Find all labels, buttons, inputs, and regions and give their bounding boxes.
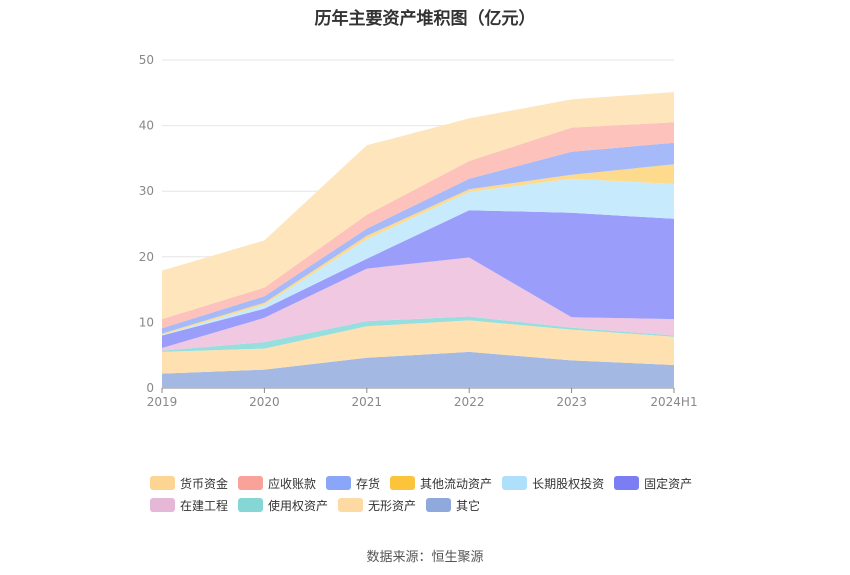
x-tick-label: 2020	[249, 395, 280, 409]
y-tick-label: 50	[139, 53, 154, 67]
x-tick-label: 2019	[147, 395, 178, 409]
legend-item[interactable]: 货币资金	[150, 472, 228, 494]
y-tick-label: 30	[139, 184, 154, 198]
legend-label: 固定资产	[644, 476, 693, 491]
area-使用权资产	[162, 316, 674, 352]
legend-label: 使用权资产	[268, 498, 329, 513]
area-在建工程	[162, 257, 674, 351]
y-tick-label: 20	[139, 250, 154, 264]
x-tick-label: 2023	[556, 395, 587, 409]
legend-swatch	[390, 476, 416, 490]
area-其它	[162, 351, 674, 388]
legend-label: 其他流动资产	[420, 476, 493, 491]
legend: 货币资金 应收账款 存货 其他流动资产 长期股权投资 固定资产在建工程 使用权资产 无形资产 其…	[150, 472, 750, 516]
legend-label: 在建工程	[180, 498, 229, 513]
legend-label: 货币资金	[180, 476, 229, 491]
legend-item[interactable]: 在建工程	[150, 494, 228, 516]
legend-label: 无形资产	[368, 498, 417, 513]
legend-swatch	[150, 498, 175, 512]
y-tick-label: 0	[146, 381, 154, 395]
area-应收账款	[162, 122, 674, 329]
legend-label: 其它	[456, 498, 481, 513]
y-tick-label: 40	[139, 119, 154, 133]
legend-item[interactable]: 其它	[426, 494, 480, 516]
legend-swatch	[338, 498, 364, 512]
area-货币资金	[162, 92, 674, 320]
area-无形资产	[162, 320, 674, 374]
legend-swatch	[326, 476, 352, 490]
legend-swatch	[502, 476, 528, 490]
legend-swatch	[150, 476, 175, 490]
y-tick-label: 10	[139, 315, 154, 329]
legend-label: 长期股权投资	[532, 476, 605, 491]
area-固定资产	[162, 210, 674, 348]
legend-label: 应收账款	[268, 476, 317, 491]
legend-swatch	[426, 498, 452, 512]
legend-item[interactable]: 存货	[326, 472, 380, 494]
data-source: 数据来源：恒生聚源	[366, 550, 484, 565]
legend-swatch	[238, 498, 264, 512]
legend-item[interactable]: 固定资产	[614, 472, 692, 494]
chart-title: 历年主要资产堆积图（亿元）	[314, 9, 536, 29]
legend-item[interactable]: 应收账款	[238, 472, 316, 494]
x-tick-label: 2024H1	[650, 395, 697, 409]
legend-swatch	[238, 476, 264, 490]
legend-item[interactable]: 长期股权投资	[502, 472, 604, 494]
legend-item[interactable]: 其他流动资产	[390, 472, 492, 494]
area-存货	[162, 142, 674, 334]
legend-label: 存货	[356, 476, 381, 491]
area-长期股权投资	[162, 178, 674, 336]
x-tick-label: 2021	[352, 395, 383, 409]
x-tick-label: 2022	[454, 395, 485, 409]
legend-swatch	[614, 476, 640, 490]
legend-item[interactable]: 使用权资产	[238, 494, 328, 516]
legend-item[interactable]: 无形资产	[338, 494, 416, 516]
